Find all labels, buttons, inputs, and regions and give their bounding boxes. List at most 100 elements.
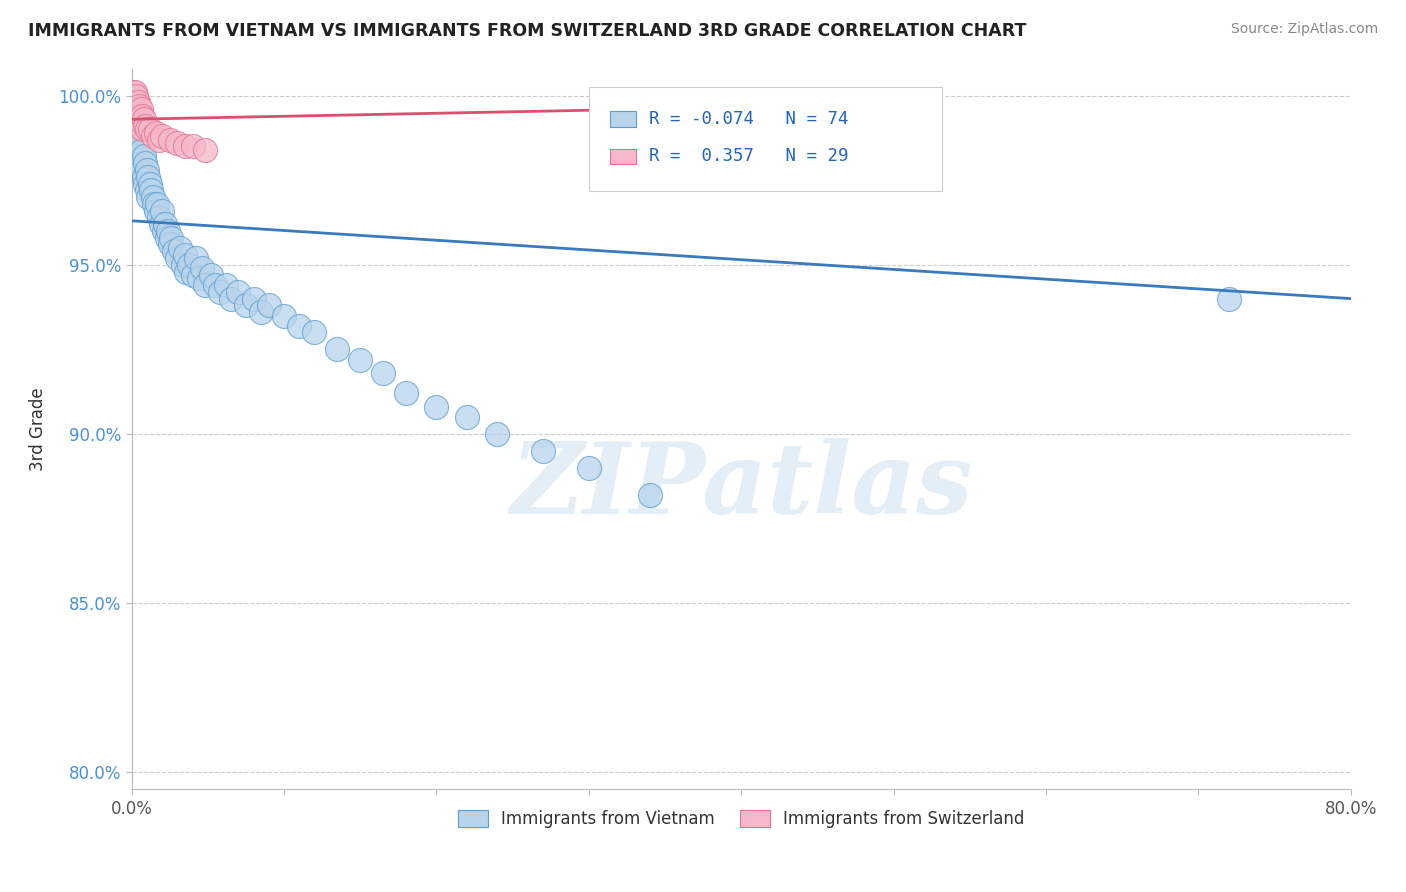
Point (145, 203, 167, 218)
Y-axis label: 3rd Grade: 3rd Grade (30, 387, 46, 471)
Point (122, 85, 145, 99)
Text: ZIPatlas: ZIPatlas (510, 438, 973, 535)
Text: Source: ZipAtlas.com: Source: ZipAtlas.com (1230, 22, 1378, 37)
Text: R = -0.074   N = 74: R = -0.074 N = 74 (648, 110, 848, 128)
Point (128, 129, 150, 144)
Point (145, 126, 167, 140)
Point (157, 224, 180, 238)
Point (131, 109, 153, 123)
Point (124, 136, 146, 150)
Point (152, 224, 174, 238)
Point (578, 460, 600, 475)
Point (159, 132, 181, 146)
Point (166, 251, 188, 265)
Point (172, 258, 194, 272)
Point (174, 247, 197, 261)
Point (204, 278, 226, 293)
Point (638, 488, 661, 502)
Point (349, 352, 371, 367)
Point (288, 318, 311, 333)
Point (184, 251, 207, 265)
Point (131, 122, 153, 136)
Point (250, 305, 273, 319)
Point (143, 197, 166, 211)
Point (156, 230, 179, 244)
Point (132, 149, 155, 163)
Point (125, 102, 148, 116)
Point (122, 122, 145, 136)
Point (135, 122, 157, 136)
Point (179, 258, 201, 272)
Point (134, 177, 156, 191)
Point (125, 146, 148, 161)
Point (132, 112, 155, 127)
FancyBboxPatch shape (609, 148, 637, 164)
Point (131, 163, 153, 178)
Point (135, 163, 157, 178)
Point (226, 285, 249, 299)
Point (135, 183, 157, 197)
Point (128, 99, 150, 113)
Point (181, 268, 204, 282)
Point (273, 309, 295, 323)
Point (187, 271, 209, 285)
Point (371, 366, 394, 380)
Point (125, 116, 148, 130)
Point (131, 143, 153, 157)
Point (138, 169, 160, 184)
Text: IMMIGRANTS FROM VIETNAM VS IMMIGRANTS FROM SWITZERLAND 3RD GRADE CORRELATION CHA: IMMIGRANTS FROM VIETNAM VS IMMIGRANTS FR… (28, 22, 1026, 40)
Point (166, 136, 188, 150)
Point (235, 298, 257, 312)
FancyBboxPatch shape (609, 111, 637, 127)
Point (129, 136, 152, 150)
Point (200, 268, 222, 282)
Point (304, 326, 326, 340)
Point (146, 197, 169, 211)
Point (181, 139, 204, 153)
Point (148, 132, 170, 146)
Point (127, 109, 149, 123)
Point (127, 139, 149, 153)
Point (122, 143, 145, 157)
Point (128, 149, 150, 163)
Point (257, 298, 280, 312)
Point (124, 116, 146, 130)
Point (127, 95, 149, 110)
Point (138, 190, 160, 204)
Point (215, 278, 238, 293)
Point (160, 230, 183, 244)
Point (129, 156, 152, 170)
Point (761, 132, 783, 146)
Point (148, 211, 170, 225)
Point (149, 217, 172, 231)
Point (125, 88, 148, 103)
Point (122, 109, 145, 123)
Point (169, 241, 191, 255)
Point (190, 261, 212, 276)
FancyBboxPatch shape (589, 87, 942, 191)
Point (127, 122, 149, 136)
Point (163, 244, 186, 259)
Point (150, 203, 173, 218)
Point (159, 237, 181, 252)
Point (128, 112, 150, 127)
Point (395, 386, 418, 401)
Point (176, 264, 198, 278)
Point (124, 99, 146, 113)
Point (326, 343, 349, 357)
Point (219, 292, 242, 306)
Point (139, 177, 162, 191)
Point (141, 183, 163, 197)
Point (194, 278, 217, 293)
Point (129, 102, 152, 116)
Point (122, 95, 145, 110)
Point (142, 190, 165, 204)
Point (208, 285, 231, 299)
Point (142, 129, 165, 144)
Point (1218, 292, 1240, 306)
Point (125, 129, 148, 144)
Point (486, 426, 509, 441)
Point (124, 85, 146, 99)
Point (531, 443, 554, 458)
Point (174, 139, 197, 153)
